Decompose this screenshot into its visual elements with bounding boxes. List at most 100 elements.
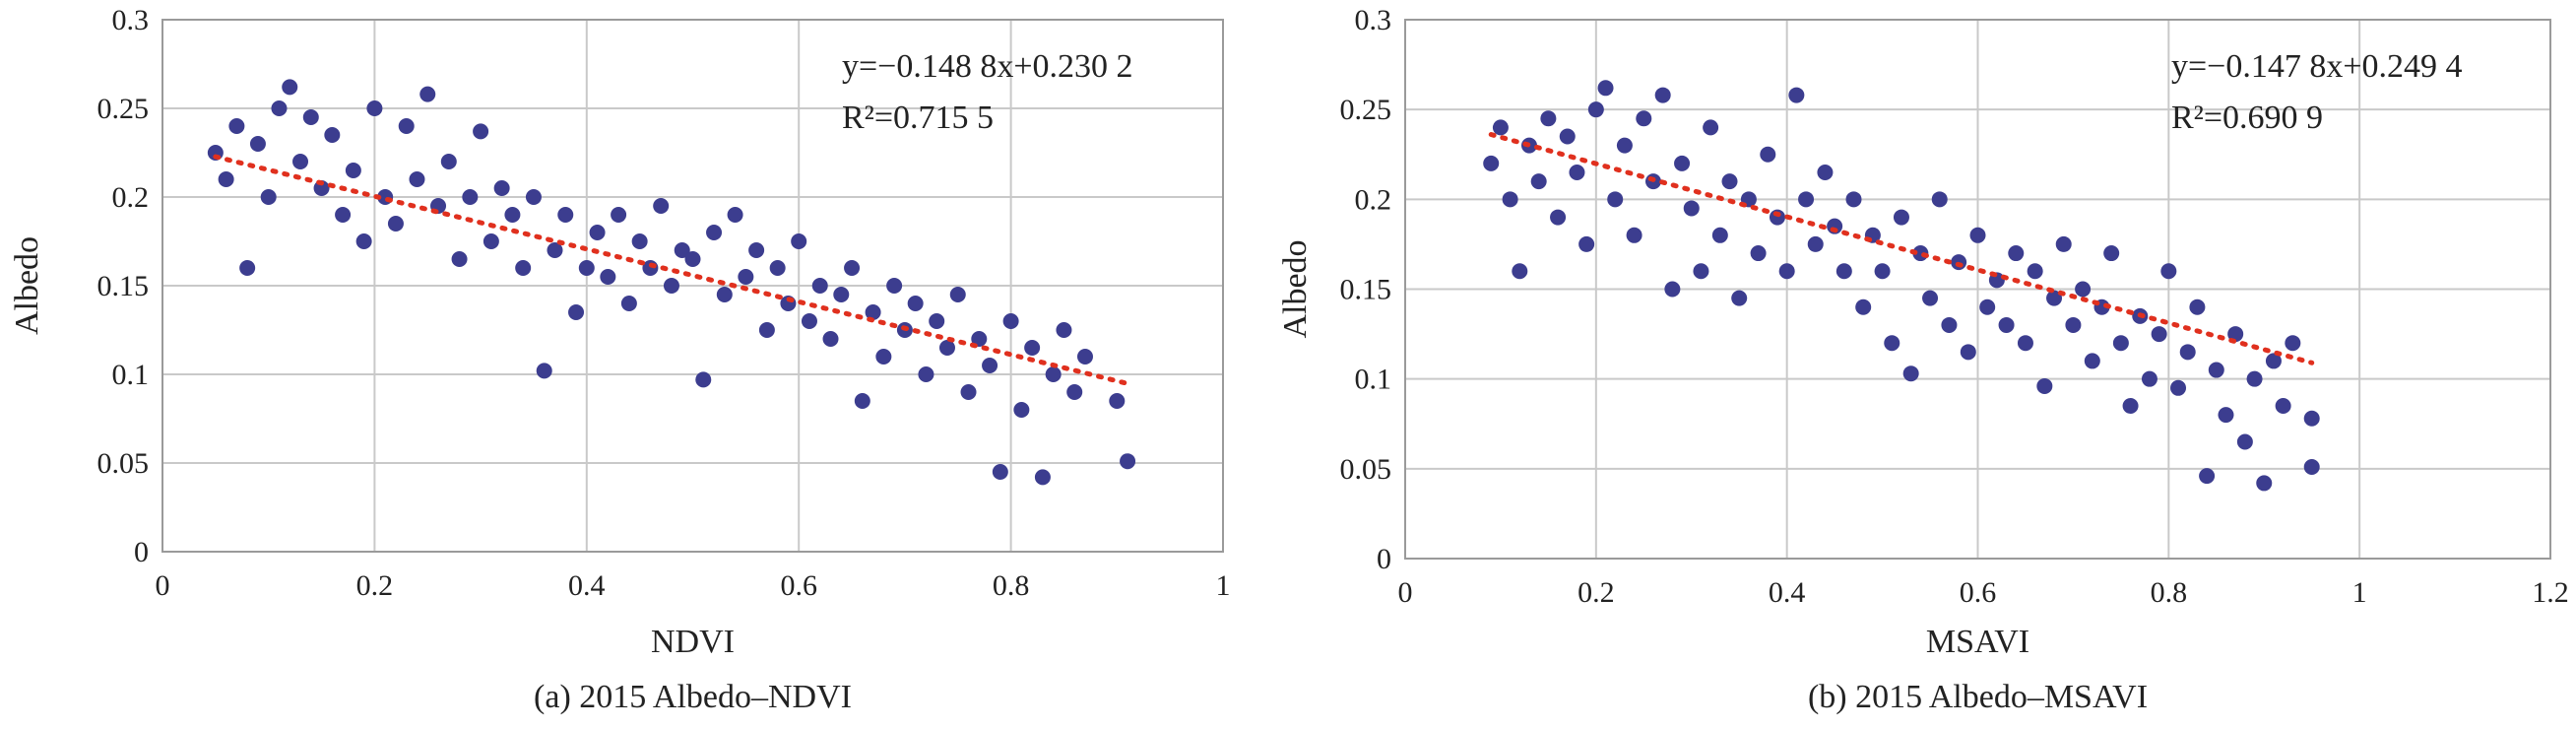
x-tick-label: 1.2 [2532,576,2569,609]
data-point [2065,316,2082,333]
x-tick-label: 0.4 [1769,576,1806,609]
x-tick-label: 0 [156,569,170,602]
data-point [907,296,924,311]
data-point [1626,227,1642,243]
data-point [738,269,754,285]
data-point [748,242,765,258]
data-point [2218,407,2234,424]
y-tick-label: 0.3 [112,4,150,36]
data-point [801,313,817,329]
regression-equation: y=−0.147 8x+0.249 4 [2171,48,2463,85]
data-point [1760,146,1776,163]
data-point [653,198,670,214]
data-point [1960,344,1976,361]
data-point [1731,290,1748,306]
data-point [493,180,510,196]
data-point [1664,281,1681,298]
scatter-points [1483,80,2320,492]
data-point [462,189,479,205]
data-point [366,100,383,116]
x-axis-title: NDVI [651,624,735,660]
data-point [929,313,945,329]
data-point [483,233,499,249]
data-point [769,260,786,276]
scatter-points [207,79,1136,486]
data-point [1693,263,1709,280]
x-tick-label: 0.6 [780,569,817,602]
data-point [1587,101,1604,118]
data-point [2046,290,2063,306]
data-point [2008,245,2025,262]
data-point [2027,263,2043,280]
data-point [2112,335,2129,352]
data-point [918,366,934,382]
gridlines [161,19,1224,553]
data-point [2303,459,2320,476]
data-point [1502,191,1518,208]
x-tick-label: 0.6 [1960,576,1997,609]
data-point [1855,298,1872,315]
scatter-chart-a: 0 0.2 0.4 0.6 0.8 1 0 0.05 0.1 0.15 0.2 0.25 0.3 y=−0… [9,4,1231,715]
data-point [1721,173,1738,190]
data-point [387,216,404,232]
data-point [2208,362,2224,378]
y-tick-label: 0.25 [97,93,150,125]
data-point [2122,398,2139,415]
data-point [473,123,489,140]
data-point [292,154,309,169]
data-point [811,278,828,294]
data-point [1711,227,1728,243]
data-point [1120,453,1136,470]
data-point [1941,316,1958,333]
data-point [2036,377,2053,394]
data-point [451,251,468,267]
data-point [2075,281,2092,298]
data-point [2256,475,2273,492]
data-point [938,340,955,356]
data-point [2179,344,2196,361]
data-point [631,233,648,249]
y-tick-label: 0.2 [112,181,150,214]
data-point [758,322,775,338]
y-tick-label: 0.05 [1340,453,1392,486]
data-point [844,260,861,276]
data-point [1540,110,1557,127]
data-point [600,269,616,285]
y-tick-label: 0.1 [1355,364,1392,396]
data-point [335,207,352,223]
data-point [2285,335,2301,352]
data-point [1569,164,1585,180]
data-point [1922,290,1939,306]
data-point [1778,263,1795,280]
x-tick-label: 0.8 [993,569,1030,602]
data-point [2141,370,2157,387]
data-point [2265,353,2282,369]
data-point [239,260,256,276]
data-point [1902,365,1919,382]
data-point [1550,209,1567,226]
data-point [663,278,679,294]
data-point [2236,433,2253,450]
data-point [875,349,892,364]
plot-frame [1404,19,2551,560]
figure-caption: (b) 2015 Albedo–MSAVI [1808,679,2148,715]
data-point [1683,200,1700,217]
data-point [1874,263,1891,280]
data-point [2055,235,2072,252]
y-tick-label: 0.05 [97,447,150,480]
data-point [1817,164,1834,180]
data-point [2246,370,2263,387]
data-point [568,304,585,320]
x-tick-label: 0.2 [356,569,394,602]
data-point [409,171,425,187]
y-tick-label: 0 [1377,543,1391,575]
data-point [557,207,574,223]
data-point [2189,298,2206,315]
x-tick-label: 0.8 [2151,576,2188,609]
scatter-chart-b: 0 0.2 0.4 0.6 0.8 1 1.2 0 0.05 0.1 0.15 0.2 0.25 0.3 y… [1277,4,2569,715]
data-point [1884,335,1900,352]
x-tick-label: 0.2 [1578,576,1615,609]
data-point [854,393,870,409]
y-tick-label: 0.2 [1355,183,1392,216]
data-point [2151,326,2167,343]
